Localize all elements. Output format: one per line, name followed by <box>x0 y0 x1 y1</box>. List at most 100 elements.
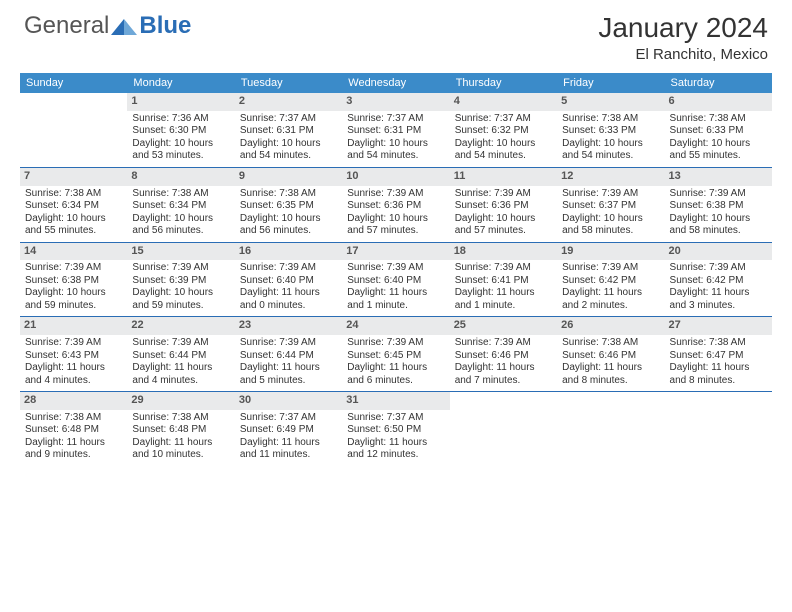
calendar-week-row: 28Sunrise: 7:38 AMSunset: 6:48 PMDayligh… <box>20 392 772 466</box>
daylight-text: Daylight: 11 hours and 2 minutes. <box>562 287 659 312</box>
daylight-text: Daylight: 11 hours and 9 minutes. <box>25 437 122 462</box>
day-number: 20 <box>665 243 772 261</box>
sunrise-text: Sunrise: 7:39 AM <box>240 337 337 350</box>
sunset-text: Sunset: 6:36 PM <box>347 200 444 213</box>
calendar-day-cell: 7Sunrise: 7:38 AMSunset: 6:34 PMDaylight… <box>20 168 127 242</box>
day-number: 2 <box>235 93 342 111</box>
day-number: 25 <box>450 317 557 335</box>
calendar-day-cell: 18Sunrise: 7:39 AMSunset: 6:41 PMDayligh… <box>450 243 557 317</box>
calendar-day-cell: 28Sunrise: 7:38 AMSunset: 6:48 PMDayligh… <box>20 392 127 466</box>
daylight-text: Daylight: 11 hours and 8 minutes. <box>670 362 767 387</box>
title-block: January 2024 El Ranchito, Mexico <box>598 12 768 63</box>
calendar-day-cell: 8Sunrise: 7:38 AMSunset: 6:34 PMDaylight… <box>127 168 234 242</box>
sunrise-text: Sunrise: 7:37 AM <box>240 412 337 425</box>
daylight-text: Daylight: 10 hours and 54 minutes. <box>347 138 444 163</box>
sunrise-text: Sunrise: 7:39 AM <box>347 188 444 201</box>
sunset-text: Sunset: 6:43 PM <box>25 350 122 363</box>
daylight-text: Daylight: 11 hours and 8 minutes. <box>562 362 659 387</box>
day-header: Thursday <box>450 73 557 93</box>
sunset-text: Sunset: 6:33 PM <box>670 125 767 138</box>
sunrise-text: Sunrise: 7:39 AM <box>455 262 552 275</box>
calendar-week-row: 7Sunrise: 7:38 AMSunset: 6:34 PMDaylight… <box>20 168 772 242</box>
calendar-day-cell: 5Sunrise: 7:38 AMSunset: 6:33 PMDaylight… <box>557 93 664 167</box>
calendar-week-row: .1Sunrise: 7:36 AMSunset: 6:30 PMDayligh… <box>20 93 772 167</box>
sunset-text: Sunset: 6:39 PM <box>132 275 229 288</box>
daylight-text: Daylight: 10 hours and 54 minutes. <box>562 138 659 163</box>
day-number: 3 <box>342 93 449 111</box>
logo-text-2: Blue <box>139 12 191 40</box>
daylight-text: Daylight: 10 hours and 57 minutes. <box>455 213 552 238</box>
day-number: 8 <box>127 168 234 186</box>
sunrise-text: Sunrise: 7:37 AM <box>240 113 337 126</box>
day-number: 19 <box>557 243 664 261</box>
calendar-empty-cell: . <box>665 392 772 466</box>
daylight-text: Daylight: 11 hours and 4 minutes. <box>132 362 229 387</box>
daylight-text: Daylight: 10 hours and 59 minutes. <box>25 287 122 312</box>
day-number: 22 <box>127 317 234 335</box>
calendar-day-cell: 1Sunrise: 7:36 AMSunset: 6:30 PMDaylight… <box>127 93 234 167</box>
sunset-text: Sunset: 6:35 PM <box>240 200 337 213</box>
day-number: 26 <box>557 317 664 335</box>
calendar-day-cell: 30Sunrise: 7:37 AMSunset: 6:49 PMDayligh… <box>235 392 342 466</box>
sunset-text: Sunset: 6:36 PM <box>455 200 552 213</box>
sunrise-text: Sunrise: 7:39 AM <box>562 188 659 201</box>
calendar-day-cell: 14Sunrise: 7:39 AMSunset: 6:38 PMDayligh… <box>20 243 127 317</box>
daylight-text: Daylight: 11 hours and 3 minutes. <box>670 287 767 312</box>
calendar-day-cell: 26Sunrise: 7:38 AMSunset: 6:46 PMDayligh… <box>557 317 664 391</box>
sunset-text: Sunset: 6:41 PM <box>455 275 552 288</box>
header: General Blue January 2024 El Ranchito, M… <box>0 0 792 69</box>
calendar-day-cell: 24Sunrise: 7:39 AMSunset: 6:45 PMDayligh… <box>342 317 449 391</box>
calendar-week-row: 14Sunrise: 7:39 AMSunset: 6:38 PMDayligh… <box>20 243 772 317</box>
day-header: Wednesday <box>342 73 449 93</box>
daylight-text: Daylight: 10 hours and 53 minutes. <box>132 138 229 163</box>
sunrise-text: Sunrise: 7:39 AM <box>455 337 552 350</box>
day-header: Saturday <box>665 73 772 93</box>
day-number: 30 <box>235 392 342 410</box>
calendar-day-cell: 13Sunrise: 7:39 AMSunset: 6:38 PMDayligh… <box>665 168 772 242</box>
logo-triangle-icon <box>111 17 137 35</box>
calendar-day-cell: 2Sunrise: 7:37 AMSunset: 6:31 PMDaylight… <box>235 93 342 167</box>
calendar-day-cell: 3Sunrise: 7:37 AMSunset: 6:31 PMDaylight… <box>342 93 449 167</box>
day-number: 28 <box>20 392 127 410</box>
logo: General Blue <box>24 12 191 40</box>
day-number: 10 <box>342 168 449 186</box>
daylight-text: Daylight: 10 hours and 59 minutes. <box>132 287 229 312</box>
calendar-day-cell: 10Sunrise: 7:39 AMSunset: 6:36 PMDayligh… <box>342 168 449 242</box>
sunset-text: Sunset: 6:40 PM <box>240 275 337 288</box>
daylight-text: Daylight: 10 hours and 58 minutes. <box>562 213 659 238</box>
day-number: 24 <box>342 317 449 335</box>
calendar-day-cell: 23Sunrise: 7:39 AMSunset: 6:44 PMDayligh… <box>235 317 342 391</box>
day-number: 11 <box>450 168 557 186</box>
sunrise-text: Sunrise: 7:39 AM <box>670 188 767 201</box>
sunset-text: Sunset: 6:38 PM <box>670 200 767 213</box>
sunset-text: Sunset: 6:30 PM <box>132 125 229 138</box>
day-number: 5 <box>557 93 664 111</box>
calendar-day-cell: 17Sunrise: 7:39 AMSunset: 6:40 PMDayligh… <box>342 243 449 317</box>
sunset-text: Sunset: 6:31 PM <box>240 125 337 138</box>
calendar-empty-cell: . <box>557 392 664 466</box>
sunrise-text: Sunrise: 7:39 AM <box>347 262 444 275</box>
sunrise-text: Sunrise: 7:38 AM <box>562 113 659 126</box>
day-number: 4 <box>450 93 557 111</box>
daylight-text: Daylight: 10 hours and 55 minutes. <box>25 213 122 238</box>
sunrise-text: Sunrise: 7:38 AM <box>670 113 767 126</box>
sunset-text: Sunset: 6:42 PM <box>670 275 767 288</box>
daylight-text: Daylight: 11 hours and 11 minutes. <box>240 437 337 462</box>
daylight-text: Daylight: 11 hours and 4 minutes. <box>25 362 122 387</box>
day-number: 18 <box>450 243 557 261</box>
calendar-day-cell: 20Sunrise: 7:39 AMSunset: 6:42 PMDayligh… <box>665 243 772 317</box>
day-header: Monday <box>127 73 234 93</box>
sunset-text: Sunset: 6:40 PM <box>347 275 444 288</box>
calendar-empty-cell: . <box>20 93 127 167</box>
calendar-day-cell: 29Sunrise: 7:38 AMSunset: 6:48 PMDayligh… <box>127 392 234 466</box>
day-number: 13 <box>665 168 772 186</box>
sunrise-text: Sunrise: 7:39 AM <box>132 337 229 350</box>
daylight-text: Daylight: 11 hours and 10 minutes. <box>132 437 229 462</box>
calendar-day-cell: 19Sunrise: 7:39 AMSunset: 6:42 PMDayligh… <box>557 243 664 317</box>
day-number: 21 <box>20 317 127 335</box>
day-header: Friday <box>557 73 664 93</box>
logo-text-1: General <box>24 12 109 40</box>
calendar-day-cell: 15Sunrise: 7:39 AMSunset: 6:39 PMDayligh… <box>127 243 234 317</box>
sunset-text: Sunset: 6:46 PM <box>562 350 659 363</box>
sunrise-text: Sunrise: 7:39 AM <box>25 337 122 350</box>
